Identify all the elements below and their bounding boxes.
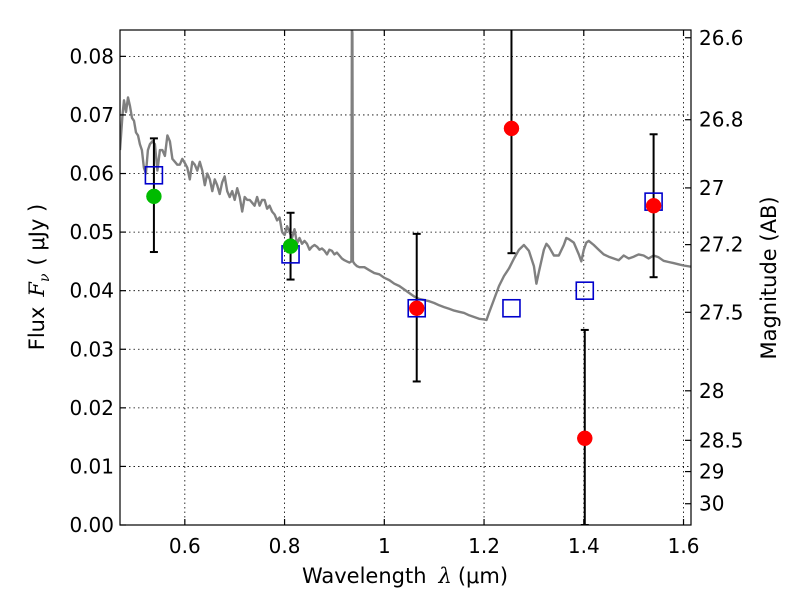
mag-tick-label: 29 xyxy=(699,460,724,484)
x-axis-label: Wavelength λ (μm) xyxy=(302,564,508,588)
grid xyxy=(120,30,691,526)
observed-point xyxy=(408,300,425,317)
model-point xyxy=(144,165,164,185)
y-tick-label: 0.08 xyxy=(69,44,114,68)
y-tick-label: 0.07 xyxy=(69,103,114,127)
x-tick-label: 1 xyxy=(378,534,391,558)
y-tick-label: 0.00 xyxy=(69,513,114,537)
observed-point xyxy=(146,188,162,205)
x-tick-label: 1.6 xyxy=(668,534,700,558)
mag-tick-label: 27.2 xyxy=(699,233,744,257)
errorbar-layer xyxy=(149,30,658,525)
mag-tick-label: 26.8 xyxy=(699,108,744,132)
y-tick-label: 0.02 xyxy=(69,396,114,420)
mag-tick-label: 28.5 xyxy=(699,428,744,452)
y-tick-label: 0.06 xyxy=(69,162,114,186)
model-sed-layer xyxy=(120,30,691,322)
mag-tick-label: 27 xyxy=(699,176,724,200)
y-tick-label: 0.04 xyxy=(69,279,114,303)
x-tick-label: 0.6 xyxy=(169,534,201,558)
observed-point xyxy=(503,120,520,137)
model-point xyxy=(575,281,595,300)
observed-point xyxy=(645,197,662,214)
y-axis-label: FluxFν( μJy ) xyxy=(25,204,53,350)
axis-ticks: 0.6 0.8 1 1.2 1.4 1.6 0.00 0.01 0.02 0.03 0.04 0.05… xyxy=(69,26,743,558)
y-tick-label: 0.03 xyxy=(69,337,114,361)
mag-tick-label: 27.5 xyxy=(699,300,744,324)
mag-tick-label: 28 xyxy=(699,379,724,403)
y-tick-label: 0.05 xyxy=(69,220,114,244)
y2-axis-label: Magnitude (AB) xyxy=(757,196,781,359)
x-tick-label: 1.4 xyxy=(568,534,600,558)
y-tick-label: 0.01 xyxy=(69,454,114,478)
x-tick-label: 0.8 xyxy=(269,534,301,558)
observed-point-layer xyxy=(146,120,662,447)
mag-tick-label: 26.6 xyxy=(699,26,744,50)
model-point xyxy=(407,298,427,318)
observed-point xyxy=(577,430,593,447)
model-point-layer xyxy=(144,165,663,318)
model-point xyxy=(502,298,521,318)
mag-tick-label: 30 xyxy=(699,492,724,516)
observed-point xyxy=(282,238,299,254)
x-tick-label: 1.2 xyxy=(468,534,500,558)
plot-frame xyxy=(119,29,692,526)
model-sed-line xyxy=(120,30,691,322)
